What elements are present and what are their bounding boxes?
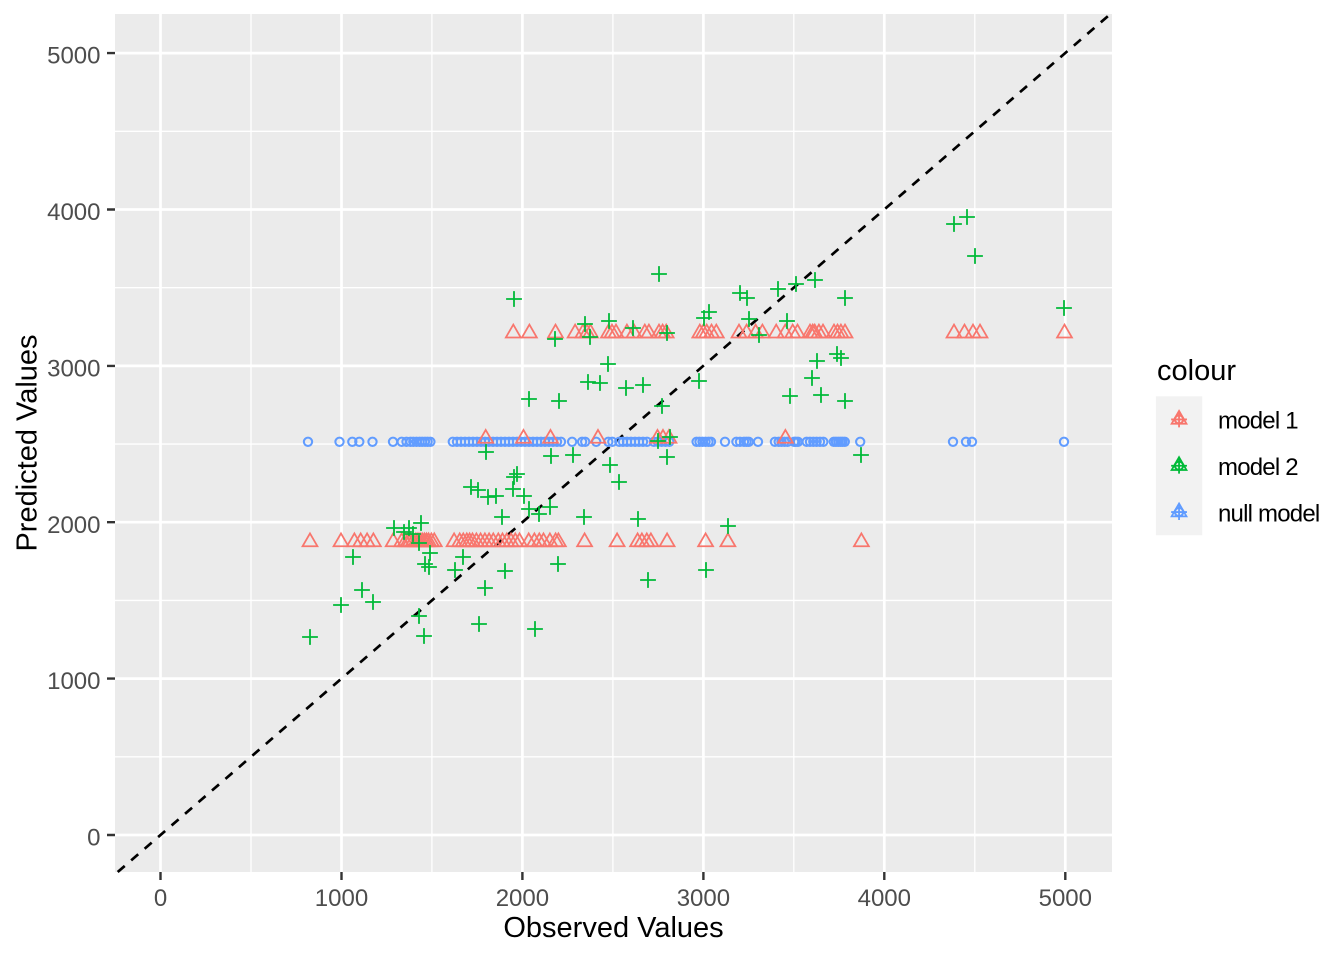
svg-text:null model: null model xyxy=(1218,500,1319,527)
svg-text:5000: 5000 xyxy=(1039,885,1092,912)
svg-text:1000: 1000 xyxy=(47,668,100,695)
svg-text:1000: 1000 xyxy=(315,885,368,912)
svg-text:5000: 5000 xyxy=(47,43,100,70)
svg-text:Predicted Values: Predicted Values xyxy=(12,334,44,551)
svg-text:model 2: model 2 xyxy=(1218,454,1298,481)
svg-text:4000: 4000 xyxy=(47,199,100,226)
svg-text:2000: 2000 xyxy=(47,512,100,539)
svg-text:2000: 2000 xyxy=(496,885,549,912)
svg-text:3000: 3000 xyxy=(47,356,100,383)
svg-text:0: 0 xyxy=(87,825,100,852)
svg-text:3000: 3000 xyxy=(677,885,730,912)
svg-text:0: 0 xyxy=(154,885,167,912)
svg-text:model 1: model 1 xyxy=(1218,408,1298,435)
svg-text:4000: 4000 xyxy=(858,885,911,912)
svg-text:Observed Values: Observed Values xyxy=(503,912,723,944)
svg-text:colour: colour xyxy=(1157,355,1236,387)
